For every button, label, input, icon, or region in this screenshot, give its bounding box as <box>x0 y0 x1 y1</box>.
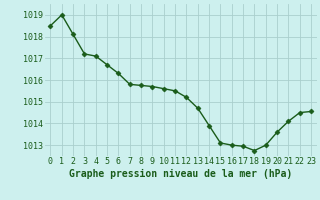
X-axis label: Graphe pression niveau de la mer (hPa): Graphe pression niveau de la mer (hPa) <box>69 169 292 179</box>
